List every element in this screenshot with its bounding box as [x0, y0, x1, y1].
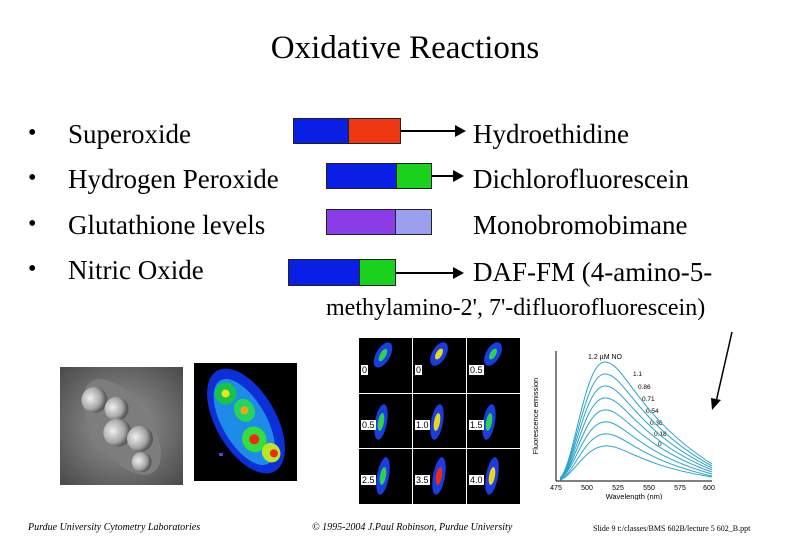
curve-label: 0.86 [638, 384, 651, 391]
arrow-head-icon [455, 125, 466, 137]
x-tick-label: 600 [703, 485, 715, 492]
fluorescence-cell-image [194, 363, 297, 481]
probe-name-daf-fm: DAF-FM (4-amino-5- [473, 257, 713, 287]
footer-center: © 1995-2004 J.Paul Robinson, Purdue Univ… [312, 522, 513, 533]
spectrum-curve [559, 373, 713, 479]
panel-time-label: 1.5 [469, 420, 484, 430]
unoxidized-segment [293, 118, 349, 144]
x-tick-label: 575 [674, 485, 686, 492]
bullet-label: Nitric Oxide [68, 255, 204, 285]
arrow-line [396, 272, 454, 274]
probe-name-hydroethidine: Hydroethidine [473, 119, 629, 149]
footer-right: Slide 9 t:/classes/BMS 602B/lecture 5 60… [593, 524, 751, 533]
spectrum-curve [559, 397, 713, 480]
panel-time-label: 2.5 [361, 475, 376, 485]
panel-time-label: 0 [415, 365, 423, 375]
grayscale-cell-image [60, 367, 183, 485]
footer-left: Purdue University Cytometry Laboratories [28, 522, 201, 533]
arrow-head-icon [453, 267, 464, 279]
arrow-line [432, 175, 454, 177]
probe-bar-hydrogen-peroxide [326, 163, 432, 189]
oxidized-segment [348, 118, 401, 144]
x-tick-label: 550 [643, 485, 655, 492]
arrow-head-icon [711, 398, 721, 410]
spectrum-curve [559, 409, 713, 480]
probe-bar-nitric-oxide [288, 259, 396, 286]
probe-name-dichlorofluorescein: Dichlorofluorescein [473, 164, 689, 194]
oxidized-segment [359, 259, 396, 286]
x-tick-label: 500 [581, 485, 593, 492]
curve-label: 0.71 [642, 396, 655, 403]
probe-bar-superoxide [293, 118, 401, 144]
y-axis-label: Fluorescence emission [531, 378, 540, 455]
probe-name-continuation: methylamino-2', 7'-difluorofluorescein) [326, 295, 706, 321]
unoxidized-segment [326, 209, 396, 235]
panel-time-label: 0.5 [361, 420, 376, 430]
bullet-glutathione: • Glutathione levels [28, 210, 266, 240]
spectrum-curve [559, 433, 713, 481]
curve-label: 0.54 [646, 408, 659, 415]
timelapse-panel-grid: 0 0 0.5 0.5 1.0 1.5 2.5 3.5 4.0 [359, 338, 520, 504]
x-tick-label: 475 [550, 485, 562, 492]
arrow-head-icon [453, 170, 464, 182]
pointer-arrow [711, 331, 733, 410]
spectrum-curve [559, 385, 713, 479]
curve-label: 0 [658, 441, 662, 448]
unoxidized-segment [326, 163, 397, 189]
panel-time-label: 1.0 [415, 420, 430, 430]
oxidized-segment [396, 163, 432, 189]
bullet-superoxide: • Superoxide [28, 119, 191, 149]
arrow-line [401, 130, 456, 132]
spectra-curves [559, 361, 713, 481]
curve-label: 0.36 [650, 420, 663, 427]
timelapse-cells [359, 338, 520, 504]
bullet-dot: • [28, 256, 37, 282]
spectrum-curve [559, 361, 713, 479]
panel-time-label: 4.0 [469, 475, 484, 485]
x-axis-label: Wavelength (nm) [606, 492, 663, 500]
bullet-label: Hydrogen Peroxide [68, 164, 279, 194]
bullet-dot: • [28, 211, 37, 237]
spectrum-curve [559, 421, 713, 480]
curve-label: 1.1 [633, 371, 642, 378]
unoxidized-segment [288, 259, 360, 286]
spectrum-curve [559, 445, 713, 481]
probe-bar-glutathione [326, 209, 432, 235]
bullet-label: Glutathione levels [68, 210, 266, 240]
probe-name-monobromobimane: Monobromobimane [473, 210, 688, 240]
slide-title: Oxidative Reactions [270, 30, 540, 66]
panel-time-label: 0 [361, 365, 369, 375]
panel-time-label: 0.5 [469, 365, 484, 375]
x-tick-label: 525 [612, 485, 624, 492]
bullet-hydrogen-peroxide: • Hydrogen Peroxide [28, 164, 279, 194]
bullet-dot: • [28, 120, 37, 146]
oxidized-segment [395, 209, 432, 235]
bullet-dot: • [28, 165, 37, 191]
bullet-label: Superoxide [68, 119, 191, 149]
top-curve-label: 1.2 µM NO [588, 354, 623, 361]
emission-spectra-chart: Fluorescence emission Wavelength (nm) 47… [531, 351, 715, 500]
panel-time-label: 3.5 [415, 475, 430, 485]
bullet-nitric-oxide: • Nitric Oxide [28, 255, 204, 285]
curve-label: 0.18 [654, 431, 667, 438]
